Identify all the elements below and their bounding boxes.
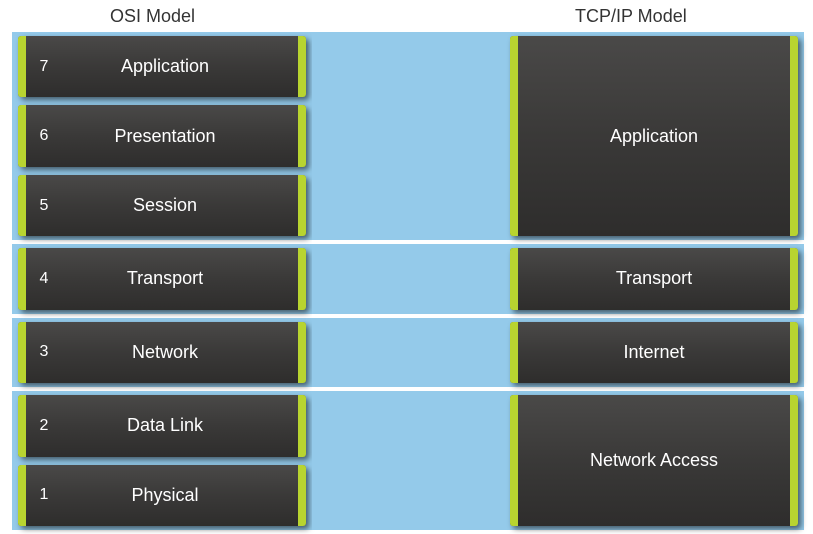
layer-edge xyxy=(510,36,518,236)
layer-edge xyxy=(298,465,306,526)
layer-edge xyxy=(18,465,26,526)
osi-layer-3: 3 Network xyxy=(12,318,312,387)
osi-layer-2: 2 Data Link xyxy=(12,391,312,460)
osi-layer-4: 4 Transport xyxy=(12,244,312,313)
layer-label: Transport xyxy=(62,248,298,309)
layer-label: Data Link xyxy=(62,395,298,456)
layer-edge xyxy=(18,36,26,97)
layer-edge xyxy=(510,322,518,383)
osi-band: 3 Network xyxy=(12,316,312,389)
layer-label: Presentation xyxy=(62,105,298,166)
layer-edge xyxy=(298,248,306,309)
osi-band: 4 Transport xyxy=(12,242,312,315)
layer-edge xyxy=(18,105,26,166)
layer-label: Network xyxy=(62,322,298,383)
tcpip-column: Application Transport Internet xyxy=(504,32,804,530)
tcpip-band: Application xyxy=(504,32,804,242)
layer-label: Application xyxy=(62,36,298,97)
layer-edge xyxy=(790,248,798,309)
layer-edge xyxy=(18,175,26,236)
osi-column: 7 Application 6 Presentation 5 Session xyxy=(12,32,312,530)
layer-edge xyxy=(298,105,306,166)
connector-band xyxy=(312,389,504,530)
layer-edge xyxy=(18,322,26,383)
layer-edge xyxy=(298,322,306,383)
layer-edge xyxy=(298,175,306,236)
layer-edge xyxy=(298,36,306,97)
layer-number: 7 xyxy=(26,36,62,97)
osi-layer-7: 7 Application xyxy=(12,32,312,101)
layer-edge xyxy=(18,248,26,309)
layer-edge xyxy=(790,36,798,236)
osi-band: 7 Application 6 Presentation 5 Session xyxy=(12,32,312,242)
connector-band xyxy=(312,32,504,242)
layer-edge xyxy=(790,395,798,526)
osi-title: OSI Model xyxy=(110,6,195,27)
tcpip-layer-internet: Internet xyxy=(504,318,804,387)
layer-label: Physical xyxy=(62,465,298,526)
connector-column xyxy=(312,32,504,530)
layer-label: Internet xyxy=(518,322,790,383)
tcpip-layer-network-access: Network Access xyxy=(504,391,804,530)
layer-label: Network Access xyxy=(518,395,790,526)
osi-layer-6: 6 Presentation xyxy=(12,101,312,170)
tcpip-band: Internet xyxy=(504,316,804,389)
tcpip-band: Transport xyxy=(504,242,804,315)
osi-band: 2 Data Link 1 Physical xyxy=(12,389,312,530)
tcpip-title: TCP/IP Model xyxy=(575,6,687,27)
layer-edge xyxy=(510,248,518,309)
connector-band xyxy=(312,242,504,315)
layer-number: 2 xyxy=(26,395,62,456)
layer-number: 6 xyxy=(26,105,62,166)
layer-edge xyxy=(298,395,306,456)
osi-layer-5: 5 Session xyxy=(12,171,312,240)
osi-layer-1: 1 Physical xyxy=(12,461,312,530)
layer-number: 1 xyxy=(26,465,62,526)
layer-label: Application xyxy=(518,36,790,236)
connector-band xyxy=(312,316,504,389)
osi-tcpip-diagram: OSI Model TCP/IP Model 7 Application 6 P… xyxy=(0,0,813,534)
layer-label: Session xyxy=(62,175,298,236)
layer-label: Transport xyxy=(518,248,790,309)
tcpip-layer-application: Application xyxy=(504,32,804,240)
tcpip-layer-transport: Transport xyxy=(504,244,804,313)
tcpip-band: Network Access xyxy=(504,389,804,530)
layer-edge xyxy=(510,395,518,526)
layer-number: 5 xyxy=(26,175,62,236)
layer-edge xyxy=(790,322,798,383)
layer-number: 3 xyxy=(26,322,62,383)
layer-edge xyxy=(18,395,26,456)
layer-number: 4 xyxy=(26,248,62,309)
